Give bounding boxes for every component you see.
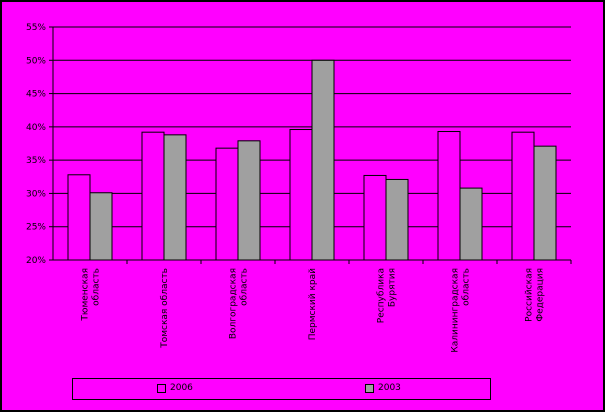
bar-2003 xyxy=(237,140,261,261)
bar-2003 xyxy=(385,178,409,261)
bar-2006 xyxy=(363,174,387,261)
x-category-label-line: Томская область xyxy=(160,268,170,349)
y-tick-label: 30% xyxy=(26,189,46,199)
y-tick-label: 45% xyxy=(26,90,46,100)
bar-2006 xyxy=(215,147,239,261)
x-category-label-line: область xyxy=(240,268,250,306)
bar-2006 xyxy=(511,131,535,261)
bar-2003 xyxy=(459,187,483,261)
legend-swatch-2006 xyxy=(157,383,166,393)
legend-swatch-2003 xyxy=(365,383,374,393)
bar-2006 xyxy=(437,131,461,261)
y-tick-label: 50% xyxy=(26,56,46,66)
x-category-label-line: область xyxy=(92,268,102,306)
bar-2003 xyxy=(311,59,335,261)
legend-label-2006: 2006 xyxy=(170,383,193,393)
x-category-label: Пермский край xyxy=(308,268,318,340)
y-tick-label: 25% xyxy=(26,223,46,233)
x-category-label-line: Волгоградская xyxy=(229,268,239,339)
x-category-label: Калининградскаяобласть xyxy=(451,268,472,353)
bar-2003 xyxy=(89,192,113,261)
bar-2006 xyxy=(141,131,165,261)
x-category-label-line: Республика xyxy=(377,268,387,323)
bar-2003 xyxy=(533,145,557,261)
y-tick-label: 55% xyxy=(26,23,46,33)
x-category-label: Волгоградскаяобласть xyxy=(229,268,250,339)
y-tick-label: 35% xyxy=(26,156,46,166)
x-category-label-line: Бурятия xyxy=(388,268,398,307)
x-category-label-line: Тюменская xyxy=(81,268,91,322)
legend: 2006 2003 xyxy=(72,378,491,400)
x-category-label-line: Российская xyxy=(525,268,535,322)
legend-label-2003: 2003 xyxy=(378,383,401,393)
legend-item-2003: 2003 xyxy=(365,383,401,393)
x-category-label: Тюменскаяобласть xyxy=(81,268,102,322)
bar-2003 xyxy=(163,134,187,261)
y-tick-label: 20% xyxy=(26,256,46,266)
x-category-label-line: Калининградская xyxy=(451,268,461,353)
bar-2006 xyxy=(67,174,91,261)
bar-2006 xyxy=(289,129,313,261)
x-category-label-line: область xyxy=(462,268,472,306)
legend-item-2006: 2006 xyxy=(157,383,193,393)
x-category-label-line: Пермский край xyxy=(308,268,318,340)
x-category-label: РеспубликаБурятия xyxy=(377,268,398,323)
x-category-label-line: Федерация xyxy=(536,268,546,322)
x-category-label: Томская область xyxy=(160,268,170,349)
y-tick-label: 40% xyxy=(26,123,46,133)
x-category-label: РоссийскаяФедерация xyxy=(525,268,546,322)
